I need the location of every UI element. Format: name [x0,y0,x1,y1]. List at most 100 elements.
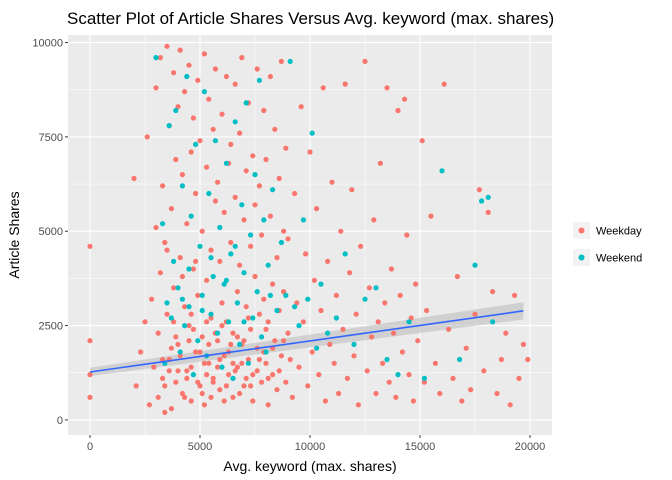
point-weekend [221,281,227,287]
point-weekday [494,390,500,397]
y-tick-label: 10000 [32,38,63,50]
point-weekday [294,300,300,306]
point-weekend [421,375,427,381]
point-weekend [270,187,276,193]
point-weekday [468,387,474,393]
point-weekday [292,190,298,197]
x-axis-title: Avg. keyword (max. shares) [223,458,396,474]
point-weekday [472,311,478,317]
point-weekday [142,319,148,325]
point-weekday [212,66,218,72]
point-weekend [373,285,379,291]
point-weekday [250,398,256,404]
point-weekday [184,368,190,374]
legend-label-weekend: Weekend [596,253,642,265]
point-weekend [182,323,188,329]
point-weekday [463,345,469,351]
point-weekday [340,326,346,332]
point-weekday [221,209,227,215]
point-weekday [212,198,218,204]
point-weekday [265,319,271,325]
point-weekday [232,368,238,374]
point-weekday [399,349,405,355]
point-weekday [250,372,256,378]
point-weekday [355,402,361,408]
point-weekday [199,334,205,340]
legend-label-weekday: Weekday [596,226,642,238]
point-weekday [87,394,93,400]
point-weekday [333,292,339,298]
point-weekday [171,319,177,325]
point-weekday [193,349,199,355]
point-weekend [228,251,234,257]
point-weekday [87,338,93,344]
point-weekday [164,247,170,253]
point-weekday [204,372,210,378]
point-weekday [481,368,487,374]
point-weekday [186,338,192,344]
point-weekday [358,243,364,249]
point-weekday [179,172,185,178]
point-weekday [446,326,452,332]
point-weekend [223,160,229,166]
point-weekday [164,311,170,317]
point-weekend [208,311,214,317]
point-weekend [333,315,339,321]
point-weekend [241,319,247,325]
point-weekday [278,353,284,359]
point-weekday [243,168,249,174]
point-weekday [155,330,161,336]
point-weekday [210,379,216,385]
point-weekday [188,311,194,317]
point-weekend [164,300,170,306]
point-weekday [210,375,216,381]
point-weekend [318,281,324,287]
point-weekday [186,323,192,329]
point-weekend [241,270,247,276]
point-weekday [186,62,192,68]
point-weekday [256,356,262,363]
point-weekday [252,273,258,280]
point-weekday [221,398,227,404]
point-weekday [263,156,269,163]
point-weekday [347,270,353,276]
point-weekday [215,364,221,370]
point-weekend [212,138,218,144]
y-tick-label: 0 [57,415,63,427]
point-weekday [395,107,401,114]
point-weekend [199,292,205,298]
legend-key-weekday [578,227,585,234]
point-weekday [168,206,174,212]
point-weekday [402,96,408,102]
chart-title: Scatter Plot of Article Shares Versus Av… [67,9,554,28]
point-weekend [325,330,331,336]
point-weekday [375,319,381,325]
point-weekday [182,304,188,310]
point-weekday [241,338,247,344]
point-weekday [177,255,183,261]
point-weekday [182,89,188,95]
scatter-points [87,43,531,415]
point-weekday [175,104,181,110]
point-weekend [160,221,166,227]
point-weekday [232,81,238,87]
point-weekday [87,372,93,378]
point-weekday [393,394,399,400]
point-weekday [490,289,496,295]
point-weekday [171,70,177,76]
point-weekday [179,273,185,280]
point-weekday [173,334,179,340]
point-weekend [179,296,185,302]
point-weekend [226,319,232,325]
point-weekday [160,183,166,189]
point-weekend [479,198,485,204]
point-weekday [197,349,203,355]
point-weekday [168,406,174,412]
point-weekday [263,326,269,332]
point-weekday [261,107,267,114]
point-weekday [241,217,247,223]
point-weekday [237,390,243,397]
point-weekday [226,372,232,378]
point-weekend [248,232,254,238]
